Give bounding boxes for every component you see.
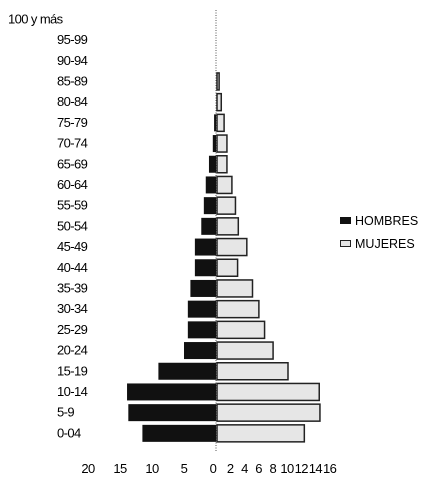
female-bar [216,134,228,153]
age-group-label: 100 y más [8,11,64,26]
female-bar [216,362,289,381]
x-tick-label-right: 16 [323,461,337,476]
x-tick-label-right: 10 [280,461,294,476]
legend-label-female: MUJERES [355,236,415,251]
x-tick-label-left: 15 [113,461,127,476]
female-bar [216,175,233,195]
male-bar [184,342,216,360]
female-bar [216,382,320,402]
female-bar [216,237,248,257]
legend-item-female: MUJERES [340,232,418,255]
x-tick-label-right: 6 [255,461,262,476]
female-bar [216,279,254,298]
age-group-label: 70-74 [57,136,88,151]
age-group-label: 45-49 [57,239,88,254]
legend-label-male: HOMBRES [355,213,419,228]
x-tick-label-right: 14 [309,461,323,476]
female-bar [216,72,220,91]
age-group-label: 60-64 [57,177,88,192]
x-tick-label-right: 4 [241,461,248,476]
age-group-label: 85-89 [57,73,88,88]
age-group-label: 15-19 [57,363,88,378]
age-group-label: 90-94 [57,53,88,68]
male-bar [212,135,216,153]
female-bar [216,341,274,360]
age-group-label: 10-14 [57,384,88,399]
x-tick-label-left: 20 [81,461,95,476]
female-bar [216,320,266,340]
age-group-label: 50-54 [57,218,88,233]
x-tick-label-right: 2 [227,461,234,476]
female-bar [216,155,228,174]
age-group-label: 5-9 [57,405,74,420]
male-bar [194,238,216,256]
male-bar [205,176,216,194]
x-tick-label-right: 12 [295,461,309,476]
female-bar [216,258,239,277]
male-bar [194,259,216,277]
age-group-label: 0-04 [57,425,81,440]
male-bar [128,404,216,422]
male-bar [214,114,216,132]
x-tick-label-left: 10 [145,461,159,476]
age-group-label: 95-99 [57,32,88,47]
female-bar [216,113,225,133]
male-bar [142,424,216,442]
male-bar [201,217,216,235]
legend: HOMBRES MUJERES [340,209,418,255]
age-group-label: 40-44 [57,260,88,275]
age-group-label: 35-39 [57,280,88,295]
age-group-label: 30-34 [57,301,88,316]
male-bar [187,321,216,339]
female-bar [216,196,237,215]
male-bar [208,155,216,173]
x-tick-label-right: 8 [269,461,276,476]
legend-item-male: HOMBRES [340,209,418,232]
legend-swatch-female [340,240,351,247]
age-group-label: 20-24 [57,343,88,358]
legend-swatch-male [340,217,351,224]
age-group-label: 25-29 [57,322,88,337]
male-bar [190,279,216,297]
male-bar [158,362,216,380]
female-bar [216,217,240,236]
age-group-label: 65-69 [57,156,88,171]
male-bar [127,383,216,401]
x-tick-label-left: 0 [210,461,217,476]
age-group-label: 75-79 [57,115,88,130]
female-bar [216,403,321,422]
female-bar [216,92,223,112]
female-bar [216,424,306,443]
age-group-label: 80-84 [57,94,88,109]
x-tick-label-left: 5 [181,461,188,476]
age-group-label: 55-59 [57,198,88,213]
male-bar [203,197,216,215]
male-bar [187,300,216,318]
female-bar [216,299,260,319]
